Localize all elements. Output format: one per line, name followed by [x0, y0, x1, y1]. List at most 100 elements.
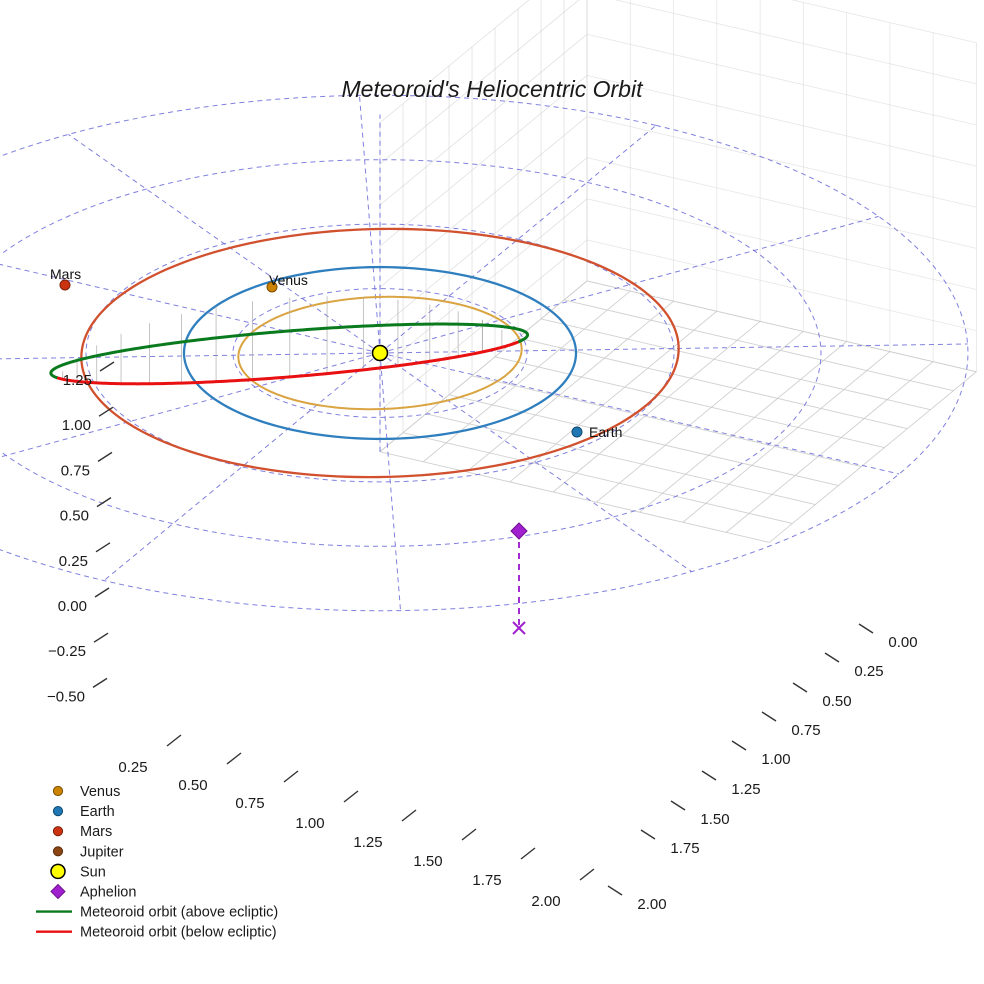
- tick-mark: [670, 800, 686, 811]
- grid-line: [379, 157, 588, 329]
- grid-line: [494, 356, 885, 449]
- z-tick: 1.00: [62, 417, 91, 434]
- grid-line: [448, 394, 839, 486]
- aphelion-group: [510, 522, 528, 635]
- tick-mark: [858, 623, 874, 634]
- grid-line: [471, 375, 862, 468]
- y-tick: 0.25: [854, 663, 883, 680]
- grid-line: [379, 0, 580, 165]
- grid-line: [379, 198, 588, 370]
- tick-mark: [166, 734, 182, 747]
- grid-line: [422, 290, 631, 463]
- grid-line: [586, 239, 977, 332]
- meteoroid-orbit-below: [480, 340, 519, 354]
- legend-circle-marker: [52, 826, 64, 837]
- legend-diamond-marker: [50, 883, 66, 900]
- tick-mark: [579, 868, 595, 881]
- grid-line: [614, 0, 977, 85]
- grid-line: [517, 337, 908, 430]
- polar-grid-spoke: [379, 352, 692, 573]
- grid-line: [379, 451, 770, 543]
- legend-circle-marker: [50, 863, 66, 880]
- grid-line: [586, 33, 977, 126]
- tick-mark: [97, 451, 113, 462]
- grid-line: [552, 320, 761, 493]
- sun-marker[interactable]: [371, 344, 389, 362]
- grid-line: [466, 300, 674, 473]
- y-tick: 1.75: [670, 840, 699, 857]
- grid-line: [379, 0, 530, 124]
- polar-grid-circle: [0, 159, 822, 547]
- y-tick: 1.50: [700, 811, 729, 828]
- page-title: Meteoroid's Heliocentric Orbit: [342, 76, 645, 102]
- venus-marker[interactable]: [266, 281, 278, 293]
- tick-mark: [640, 829, 656, 840]
- ecliptic-polar-grid: [0, 94, 969, 612]
- polar-grid-spoke: [379, 352, 900, 475]
- grid-line: [379, 75, 588, 247]
- polar-grid-spoke: [358, 95, 381, 354]
- grid-line: [596, 331, 804, 503]
- grid-line: [682, 351, 891, 523]
- legend-item-label: Mars: [80, 824, 112, 840]
- grid-line: [769, 371, 977, 543]
- grid-line: [379, 280, 588, 452]
- legend-item-label: Sun: [80, 864, 106, 880]
- x-tick: 1.50: [413, 853, 442, 870]
- grid-line: [425, 413, 816, 505]
- grid-line: [586, 198, 977, 290]
- x-tick: 1.00: [295, 815, 324, 832]
- earth-label: Earth: [589, 424, 622, 440]
- tick-mark: [226, 752, 242, 765]
- axes-pane-grid: [379, 0, 977, 543]
- z-tick: 1.25: [63, 372, 92, 389]
- tick-mark: [93, 632, 109, 643]
- meteoroid-orbit-below: [56, 350, 484, 386]
- polar-grid-spoke: [379, 343, 968, 354]
- z-tick: 0.00: [58, 598, 87, 615]
- meteoroid-orbit: [49, 322, 530, 386]
- grid-line: [586, 75, 977, 167]
- grid-line: [379, 33, 588, 206]
- mars-orbit-path: [80, 227, 680, 479]
- tick-mark: [761, 711, 777, 722]
- x-tick: 0.75: [235, 795, 264, 812]
- tick-mark: [343, 790, 359, 803]
- tick-mark: [701, 770, 717, 781]
- legend-item-label: Earth: [80, 804, 115, 820]
- aphelion-projection-marker: [512, 621, 526, 635]
- earth-orbit-path: [182, 265, 578, 441]
- grid-line: [379, 116, 588, 288]
- legend-circle-marker: [52, 846, 64, 857]
- legend: Venus Earth Mars Jupiter Sun Aphelion Meteoroi…: [36, 784, 278, 941]
- z-tick: −0.25: [48, 643, 86, 660]
- y-tick: 0.50: [822, 693, 851, 710]
- grid-line: [402, 432, 793, 524]
- polar-grid-spoke: [379, 125, 657, 354]
- y-tick: 0.75: [791, 722, 820, 739]
- aphelion-marker[interactable]: [510, 522, 528, 540]
- mars-marker[interactable]: [59, 279, 71, 291]
- z-tick: 0.25: [59, 553, 88, 570]
- grid-line: [586, 116, 977, 208]
- earth-marker[interactable]: [571, 426, 583, 438]
- grid-line: [540, 318, 931, 411]
- grid-line: [586, 157, 977, 249]
- grid-line: [639, 341, 847, 513]
- tick-mark: [792, 682, 808, 693]
- polar-grid-spoke: [103, 352, 381, 581]
- meteoroid-orbit-above: [49, 322, 530, 380]
- legend-circle-marker: [52, 785, 64, 797]
- tick-mark: [607, 885, 623, 896]
- planet-orbits: [80, 227, 680, 479]
- y-tick: 0.00: [888, 634, 917, 651]
- polar-grid-spoke: [379, 352, 402, 611]
- tick-mark: [401, 809, 417, 822]
- z-tick: −0.50: [47, 688, 85, 705]
- axes-ticks: 1.251.000.750.500.250.00−0.25−0.500.250.…: [47, 361, 918, 913]
- x-tick: 1.75: [472, 872, 501, 889]
- tick-mark: [92, 677, 108, 688]
